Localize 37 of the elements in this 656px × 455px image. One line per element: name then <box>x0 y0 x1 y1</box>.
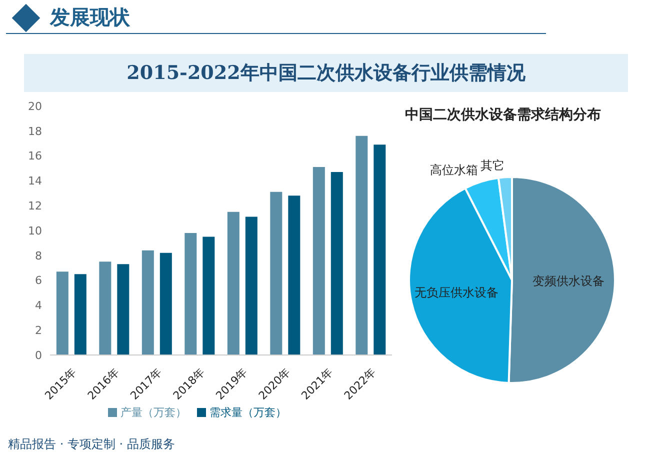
bar <box>374 144 386 355</box>
slice-label: 无负压供水设备 <box>414 285 499 300</box>
bar <box>99 262 112 355</box>
slice-label: 高位水箱 <box>430 163 478 178</box>
text: 精品报告 · 专项定制 · 品质服务 <box>8 436 175 453</box>
y-tick-label: 8 <box>35 249 42 262</box>
y-tick-label: 2 <box>35 324 42 338</box>
bar <box>270 192 282 355</box>
bar <box>202 236 215 355</box>
y-tick-label: 12 <box>28 200 42 213</box>
bar <box>288 196 300 355</box>
bar <box>245 216 258 355</box>
chart-title: 2015-2022年中国二次供水设备行业供需情况 <box>24 54 628 92</box>
bar <box>117 264 130 355</box>
chart-title: 中国二次供水设备需求结构分布 <box>405 106 601 124</box>
bar <box>184 232 197 355</box>
bar <box>56 272 68 355</box>
y-tick-label: 18 <box>28 124 42 138</box>
y-tick-label: 16 <box>28 150 42 163</box>
bar <box>74 274 86 355</box>
bar <box>160 252 172 355</box>
slice-label: 变频供水设备 <box>532 274 605 288</box>
bar <box>227 212 240 355</box>
bar <box>312 167 325 355</box>
legend-label: 需求量（万套） <box>210 406 286 419</box>
bar <box>330 172 343 355</box>
y-tick-label: 4 <box>35 299 42 312</box>
slice-label: 其它 <box>480 158 504 172</box>
bar <box>142 250 154 355</box>
y-tick-label: 20 <box>28 100 42 113</box>
y-tick-label: 14 <box>28 174 42 188</box>
bar <box>356 136 368 355</box>
y-tick-label: 6 <box>35 274 42 288</box>
y-tick-label: 0 <box>35 348 42 362</box>
legend-label: 产量（万套） <box>120 406 186 419</box>
y-tick-label: 10 <box>28 224 42 238</box>
text: 发展现状 <box>50 4 130 31</box>
